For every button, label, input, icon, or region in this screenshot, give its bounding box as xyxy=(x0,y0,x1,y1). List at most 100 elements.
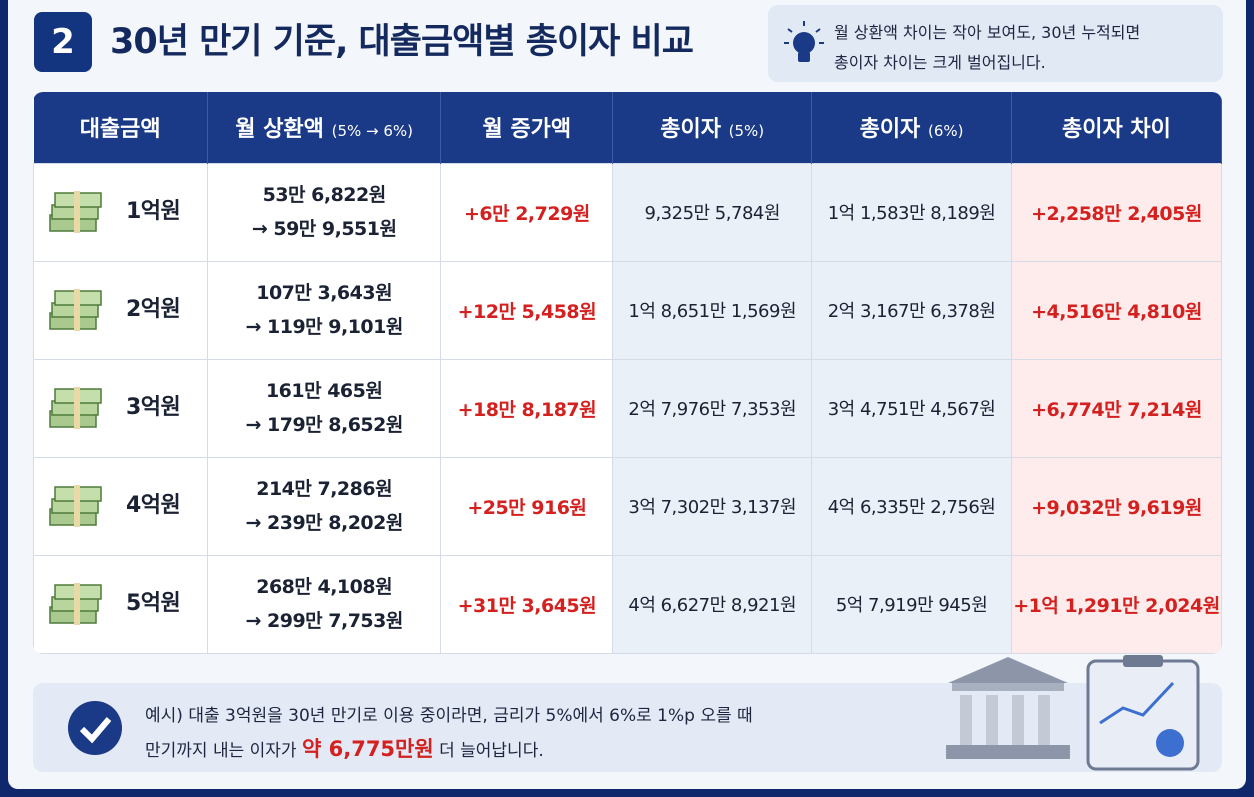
cell-text: 4억 6,335만 2,756원 xyxy=(827,497,996,518)
section-badge: 2 xyxy=(34,12,92,72)
column-header: 월 상환액 (5% → 6%) xyxy=(207,92,442,163)
text: 더 늘어납니다. xyxy=(433,741,544,761)
table-cell: +12만 5,458원 xyxy=(440,260,614,360)
table-cell: 1억원 xyxy=(33,162,208,262)
cell-line: 53만 6,822원 xyxy=(262,184,387,206)
header-text: 대출금액 xyxy=(79,117,161,143)
column-header: 총이자 (5%) xyxy=(612,92,813,163)
cell-text: +1억 1,291만 2,024원 xyxy=(1013,594,1220,617)
table-cell: 5억 7,919만 945원 xyxy=(811,554,1012,654)
header-sub: (5% → 6%) xyxy=(331,122,413,141)
tip-box: 월 상환액 차이는 작아 보여도, 30년 누적되면 총이자 차이는 크게 벌어… xyxy=(768,5,1223,82)
tip-line: 총이자 차이는 크게 벌어집니다. xyxy=(834,53,1046,72)
cell-text: 5억 7,919만 945원 xyxy=(835,595,988,616)
table-cell: 4억원 xyxy=(33,456,208,556)
table-cell: 107만 3,643원 → 119만 9,101원 xyxy=(206,260,442,360)
table-cell: +1억 1,291만 2,024원 xyxy=(1010,554,1222,654)
cell-line: 161만 465원 xyxy=(265,380,383,402)
table-cell: 9,325만 5,784원 xyxy=(612,162,813,262)
cell-text: 3억 4,751만 4,567원 xyxy=(827,399,996,420)
header-text: 총이자 xyxy=(660,117,721,143)
cell-text: +18만 8,187원 xyxy=(457,398,597,421)
table-cell: +4,516만 4,810원 xyxy=(1010,260,1222,360)
example-line: 예시) 대출 3억원을 30년 만기로 이용 중이라면, 금리가 5%에서 6%… xyxy=(145,706,753,726)
cell-line: 107만 3,643원 xyxy=(256,282,393,304)
table-cell: 2억 3,167만 6,378원 xyxy=(811,260,1012,360)
table-cell: +25만 916원 xyxy=(440,456,614,556)
table-cell: 1억 1,583만 8,189원 xyxy=(811,162,1012,262)
check-icon xyxy=(68,701,122,755)
cell-line: → 299만 7,753원 xyxy=(245,610,403,632)
cell-text: +31만 3,645원 xyxy=(457,594,597,617)
table-cell: 2억 7,976만 7,353원 xyxy=(612,358,813,458)
table-cell: 161만 465원 → 179만 8,652원 xyxy=(206,358,442,458)
cell-text: 4억 6,627만 8,921원 xyxy=(628,595,797,616)
cell-text: +25만 916원 xyxy=(467,496,587,519)
cell-text: +2,258만 2,405원 xyxy=(1031,202,1202,225)
text: 만기까지 내는 이자가 xyxy=(145,741,302,761)
table-cell: 2억원 xyxy=(33,260,208,360)
header-text: 총이자 차이 xyxy=(1062,117,1171,143)
header-sub: (5%) xyxy=(728,122,765,141)
table-row: 2억원 107만 3,643원 → 119만 9,101원 +12만 5,458원 1억… xyxy=(33,260,1222,360)
cell-text: 3억원 xyxy=(126,395,181,420)
header-text: 총이자 xyxy=(859,117,921,143)
column-header: 총이자 (6%) xyxy=(811,92,1012,163)
cell-text: +12만 5,458원 xyxy=(457,300,597,323)
table-cell: +18만 8,187원 xyxy=(440,358,614,458)
table-cell: 3억 4,751만 4,567원 xyxy=(811,358,1012,458)
cell-line: 214만 7,286원 xyxy=(256,478,393,500)
cell-text: +6만 2,729원 xyxy=(463,202,590,225)
table-cell: +31만 3,645원 xyxy=(440,554,614,654)
cell-text: 1억 8,651만 1,569원 xyxy=(628,301,797,322)
money-icon xyxy=(49,191,102,233)
bulb-icon xyxy=(784,21,824,62)
table-row: 3억원 161만 465원 → 179만 8,652원 +18만 8,187원 2억 7… xyxy=(33,358,1222,458)
cell-text: 5억원 xyxy=(126,591,181,616)
table-cell: 53만 6,822원 → 59만 9,551원 xyxy=(206,162,442,262)
cell-line: → 179만 8,652원 xyxy=(245,414,403,436)
header-sub: (6%) xyxy=(927,122,964,141)
tip-line: 월 상환액 차이는 작아 보여도, 30년 누적되면 xyxy=(834,23,1141,42)
cell-text: 9,325만 5,784원 xyxy=(644,203,781,224)
table-row: 5억원 268만 4,108원 → 299만 7,753원 +31만 3,645원 4억… xyxy=(33,554,1222,654)
column-header: 대출금액 xyxy=(33,92,208,163)
cell-line: 268만 4,108원 xyxy=(256,576,393,598)
cell-line: → 239만 8,202원 xyxy=(245,512,403,534)
table-cell: 268만 4,108원 → 299만 7,753원 xyxy=(206,554,442,654)
title: 30년 만기 기준, 대출금액별 총이자 비교 xyxy=(110,22,694,62)
cell-text: 2억원 xyxy=(126,297,181,322)
table-cell: 4억 6,335만 2,756원 xyxy=(811,456,1012,556)
cell-text: 1억원 xyxy=(126,199,181,224)
cell-text: +9,032만 9,619원 xyxy=(1031,496,1202,519)
table-cell: 1억 8,651만 1,569원 xyxy=(612,260,813,360)
column-header: 총이자 차이 xyxy=(1011,92,1222,163)
bank-chart-illustration xyxy=(946,655,1200,771)
money-icon xyxy=(49,289,102,331)
table-cell: 214만 7,286원 → 239만 8,202원 xyxy=(206,456,442,556)
example-line: 만기까지 내는 이자가 약 6,775만원 더 늘어납니다. xyxy=(145,733,544,763)
cell-text: +6,774만 7,214원 xyxy=(1031,398,1202,421)
cell-text: 2억 3,167만 6,378원 xyxy=(827,301,996,322)
table-cell: 4억 6,627만 8,921원 xyxy=(612,554,813,654)
table-cell: 3억원 xyxy=(33,358,208,458)
cell-line: → 119만 9,101원 xyxy=(245,316,403,338)
comparison-table: 대출금액 월 상환액 (5% → 6%) 월 증가액 총이자 (5%) 총이자 (6%)… xyxy=(33,92,1222,654)
table-row: 4억원 214만 7,286원 → 239만 8,202원 +25만 916원 3억 7… xyxy=(33,456,1222,556)
cell-text: 3억 7,302만 3,137원 xyxy=(628,497,797,518)
table-cell: +9,032만 9,619원 xyxy=(1010,456,1222,556)
cell-text: 2억 7,976만 7,353원 xyxy=(628,399,797,420)
table-cell: +6만 2,729원 xyxy=(440,162,614,262)
example-box: 예시) 대출 3억원을 30년 만기로 이용 중이라면, 금리가 5%에서 6%… xyxy=(33,655,1222,772)
money-icon xyxy=(49,485,102,527)
header-text: 월 증가액 xyxy=(482,117,572,143)
header-text: 월 상환액 xyxy=(235,117,324,143)
table-cell: 5억원 xyxy=(33,554,208,654)
cell-text: +4,516만 4,810원 xyxy=(1031,300,1202,323)
cell-line: → 59만 9,551원 xyxy=(251,218,397,240)
cell-text: 4억원 xyxy=(126,493,181,518)
table-cell: +2,258만 2,405원 xyxy=(1010,162,1222,262)
cell-text: 1억 1,583만 8,189원 xyxy=(827,203,996,224)
table-cell: +6,774만 7,214원 xyxy=(1010,358,1222,458)
